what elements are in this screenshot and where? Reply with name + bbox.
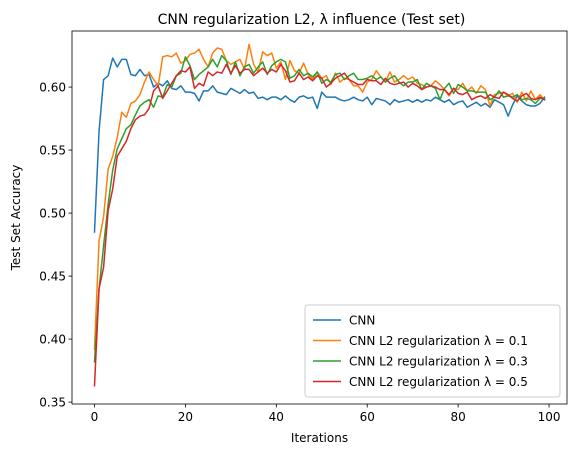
chart-title: CNN regularization L2, λ influence (Test… — [158, 12, 466, 28]
x-tick-label: 80 — [450, 410, 465, 424]
series-line-1 — [93, 43, 546, 350]
y-tick-label: 0.60 — [39, 80, 66, 94]
legend-frame — [304, 304, 561, 398]
x-tick-label: 0 — [91, 410, 99, 424]
series-line-3 — [93, 63, 546, 387]
legend: CNN CNN L2 regularization λ = 0.1 CNN L2 r… — [304, 304, 561, 398]
y-axis-ticks: 0.35 0.40 0.45 0.50 0.55 0.60 — [39, 80, 72, 409]
axes-frame — [71, 30, 568, 405]
legend-entry-1: CNN L2 regularization λ = 0.1 — [349, 334, 528, 348]
x-axis-label: Iterations — [291, 431, 348, 445]
y-tick-label: 0.40 — [39, 332, 66, 346]
legend-entry-2: CNN L2 regularization λ = 0.3 — [349, 354, 528, 368]
y-tick-label: 0.55 — [39, 143, 66, 157]
legend-entry-0: CNN — [349, 313, 375, 327]
y-tick-label: 0.35 — [39, 395, 66, 409]
x-tick-label: 20 — [178, 410, 193, 424]
plot-area — [93, 43, 546, 387]
y-tick-label: 0.50 — [39, 206, 66, 220]
x-tick-label: 100 — [538, 410, 561, 424]
x-tick-label: 60 — [360, 410, 375, 424]
y-axis-label: Test Set Accuracy — [9, 165, 23, 272]
series-line-0 — [93, 57, 546, 233]
legend-entry-3: CNN L2 regularization λ = 0.5 — [349, 375, 528, 389]
y-tick-label: 0.45 — [39, 269, 66, 283]
x-tick-label: 40 — [269, 410, 284, 424]
x-axis-ticks: 0 20 40 60 80 100 — [91, 404, 561, 424]
